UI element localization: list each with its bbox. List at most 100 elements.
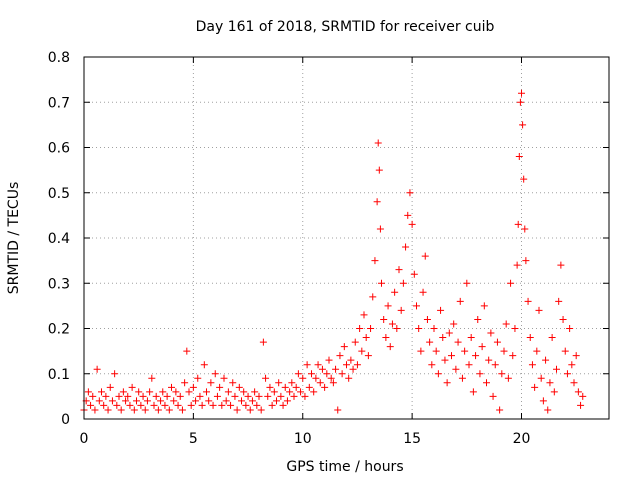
data-point <box>141 406 149 414</box>
y-axis-label: SRMTID / TECUs <box>6 182 22 295</box>
data-point <box>386 343 394 351</box>
x-tick-label: 20 <box>513 431 531 447</box>
data-point <box>159 388 167 396</box>
data-point <box>469 388 477 396</box>
data-point <box>465 361 473 369</box>
data-point <box>472 352 480 360</box>
data-point <box>369 293 377 301</box>
data-point <box>290 392 298 400</box>
data-point <box>174 401 182 409</box>
data-point <box>463 279 471 287</box>
data-point <box>235 383 243 391</box>
data-point <box>428 361 436 369</box>
data-point <box>211 370 219 378</box>
data-point <box>519 121 527 129</box>
data-point <box>345 374 353 382</box>
data-point <box>393 325 401 332</box>
data-point <box>458 374 466 382</box>
data-point <box>108 397 116 405</box>
data-point <box>358 347 366 355</box>
data-point <box>498 370 506 378</box>
data-point <box>100 401 108 409</box>
data-point <box>227 401 235 409</box>
data-point <box>152 392 160 400</box>
data-point <box>286 388 294 396</box>
data-point <box>343 361 350 369</box>
data-point <box>301 392 309 400</box>
data-point <box>478 343 486 351</box>
data-point <box>452 365 460 373</box>
data-point <box>378 279 385 287</box>
data-point <box>126 401 134 409</box>
data-point <box>542 356 550 364</box>
data-point <box>334 406 342 414</box>
data-point <box>467 334 475 342</box>
data-point <box>251 388 259 396</box>
data-point <box>493 338 501 346</box>
data-point <box>520 175 528 183</box>
data-point <box>297 388 305 396</box>
data-point <box>117 406 125 414</box>
data-point <box>244 392 252 400</box>
data-point <box>203 388 210 396</box>
data-point <box>515 153 523 161</box>
grid-lines <box>84 57 609 419</box>
data-point <box>189 383 197 391</box>
data-point <box>504 374 512 382</box>
data-point <box>563 370 571 378</box>
data-point <box>255 392 263 400</box>
data-point <box>336 352 344 360</box>
data-point <box>133 397 140 405</box>
data-point <box>89 392 97 400</box>
data-point <box>489 392 497 400</box>
data-point <box>480 302 488 310</box>
data-point <box>93 365 101 373</box>
data-point <box>384 302 392 310</box>
data-point <box>316 379 324 387</box>
data-point <box>483 379 490 387</box>
data-point <box>95 397 103 405</box>
data-point <box>349 365 357 373</box>
data-point <box>546 379 554 387</box>
data-point <box>388 320 396 328</box>
data-point <box>200 361 208 369</box>
data-point <box>106 383 114 391</box>
data-point <box>485 356 493 364</box>
y-tick-label: 0.2 <box>48 322 70 338</box>
data-point <box>408 220 416 228</box>
x-axis-label: GPS time / hours <box>286 459 403 475</box>
data-point <box>432 347 440 355</box>
data-point <box>574 388 582 396</box>
data-point <box>248 397 256 405</box>
data-point <box>288 379 296 387</box>
data-point <box>194 374 202 382</box>
data-point <box>382 334 390 342</box>
data-point <box>198 401 206 409</box>
data-point <box>351 338 359 346</box>
x-tick-label: 5 <box>189 431 198 447</box>
data-point <box>533 347 541 355</box>
data-point <box>528 361 536 369</box>
data-point <box>514 220 522 228</box>
data-point <box>375 166 383 174</box>
data-point <box>502 320 510 328</box>
data-point <box>522 257 530 265</box>
data-point <box>454 338 462 346</box>
data-point <box>205 397 213 405</box>
data-point <box>566 325 574 332</box>
data-point <box>410 270 418 278</box>
y-tick-label: 0.8 <box>48 50 70 66</box>
data-point <box>456 297 464 305</box>
data-point <box>360 311 368 319</box>
data-point <box>137 401 145 409</box>
data-point <box>233 406 241 414</box>
data-point <box>246 406 254 414</box>
data-point <box>426 338 434 346</box>
data-point <box>209 401 217 409</box>
data-point <box>128 383 136 391</box>
data-point <box>487 329 495 337</box>
data-point <box>577 401 585 409</box>
data-point <box>220 374 228 382</box>
data-point <box>139 392 147 400</box>
